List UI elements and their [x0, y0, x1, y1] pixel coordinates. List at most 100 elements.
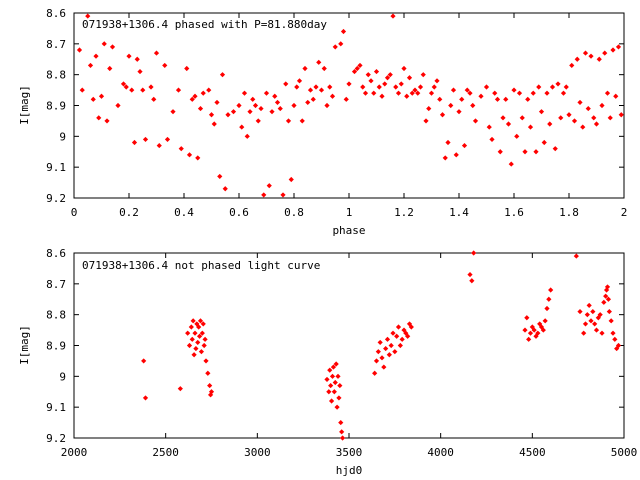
data-point-phased: [137, 68, 143, 75]
data-point-phased: [527, 124, 534, 130]
data-point-phased: [263, 90, 270, 96]
data-point-phased: [420, 72, 426, 78]
data-point-phased: [470, 102, 476, 109]
y-tick-label-unphased: 8.8: [46, 309, 66, 322]
y-tick-label-unphased: 9.2: [46, 432, 66, 445]
data-point-unphased: [177, 386, 183, 392]
data-point-phased: [494, 96, 501, 102]
data-point-phased: [434, 78, 440, 84]
data-point-phased: [486, 124, 492, 130]
data-point-phased: [285, 118, 292, 124]
data-point-unphased: [388, 342, 394, 349]
data-point-phased: [478, 93, 484, 99]
data-point-phased: [225, 112, 231, 118]
data-point-phased: [332, 44, 338, 50]
data-point-phased: [448, 102, 454, 109]
data-point-phased: [417, 84, 424, 90]
data-point-unphased: [394, 333, 400, 339]
x-tick-label-phased: 1.6: [504, 206, 524, 219]
y-axis-label-unphased: I[mag]: [18, 325, 31, 365]
data-point-unphased: [471, 250, 477, 256]
data-point-unphased: [582, 321, 589, 327]
y-tick-label-phased: 9: [59, 130, 66, 143]
data-point-phased: [514, 133, 520, 139]
data-point-phased: [252, 102, 259, 109]
data-point-phased: [382, 81, 388, 87]
data-point-phased: [563, 84, 569, 90]
x-tick-label-unphased: 5000: [611, 446, 638, 459]
data-point-phased: [302, 65, 308, 72]
data-point-unphased: [190, 318, 196, 324]
data-point-unphased: [603, 293, 609, 299]
data-point-phased: [571, 118, 578, 124]
data-point-phased: [373, 68, 380, 75]
data-point-unphased: [197, 318, 204, 324]
data-point-unphased: [200, 321, 206, 327]
data-point-phased: [222, 186, 228, 192]
data-point-phased: [211, 121, 217, 127]
y-tick-label-unphased: 8.9: [46, 340, 66, 353]
axis-ticks-phased: 0 0.2 0.4 0.6 0.8 1 1.2 1.4 1.6 1.8 2 8.6 8.7 8.8 8.9 9…: [46, 7, 627, 219]
y-tick-label-phased: 9.1: [46, 161, 66, 174]
data-point-unphased: [188, 324, 194, 330]
data-point-unphased: [469, 278, 475, 284]
data-point-phased: [153, 50, 160, 56]
data-point-phased: [217, 173, 223, 180]
data-point-phased: [368, 78, 374, 84]
data-point-unphased: [189, 336, 195, 342]
x-tick-label-phased: 1.2: [394, 206, 414, 219]
data-point-phased: [390, 13, 396, 19]
data-point-unphased: [332, 379, 338, 386]
data-point-unphased: [390, 330, 396, 336]
data-point-phased: [415, 90, 421, 96]
data-point-phased: [148, 84, 154, 90]
data-point-phased: [184, 65, 190, 72]
data-point-phased: [533, 149, 539, 155]
data-point-unphased: [544, 305, 550, 312]
data-point-unphased: [195, 339, 201, 346]
data-points-phased: [76, 13, 624, 198]
data-point-phased: [85, 13, 91, 19]
data-point-phased: [208, 112, 215, 118]
data-points-unphased: [141, 250, 622, 441]
data-point-unphased: [537, 321, 543, 327]
x-tick-label-phased: 1: [346, 206, 353, 219]
data-point-unphased: [205, 370, 211, 376]
data-point-unphased: [207, 382, 213, 389]
x-tick-label-unphased: 3000: [244, 446, 271, 459]
data-point-phased: [318, 87, 325, 93]
data-point-unphased: [526, 336, 532, 342]
data-point-unphased: [141, 358, 147, 364]
data-point-phased: [580, 124, 586, 130]
y-tick-label-unphased: 8.6: [46, 247, 66, 260]
data-point-phased: [324, 102, 330, 109]
data-point-phased: [426, 105, 432, 112]
data-point-phased: [327, 84, 333, 90]
data-point-phased: [459, 96, 465, 102]
data-point-phased: [613, 93, 619, 99]
data-point-phased: [90, 96, 96, 102]
data-point-unphased: [593, 327, 600, 333]
x-tick-label-phased: 2: [621, 206, 628, 219]
data-point-unphased: [192, 330, 198, 336]
data-point-unphased: [603, 287, 610, 293]
data-point-phased: [544, 90, 550, 96]
data-point-phased: [131, 139, 138, 146]
x-tick-label-unphased: 2500: [152, 446, 179, 459]
data-point-phased: [307, 87, 314, 93]
data-point-phased: [519, 115, 525, 121]
data-point-phased: [186, 152, 193, 158]
data-point-phased: [313, 84, 319, 90]
data-point-phased: [214, 99, 220, 106]
x-tick-label-phased: 1.4: [449, 206, 469, 219]
data-point-phased: [175, 87, 182, 93]
x-tick-label-phased: 0.4: [174, 206, 194, 219]
data-point-phased: [618, 112, 624, 118]
chart-title-unphased: 071938+1306.4 not phased light curve: [82, 259, 320, 272]
x-tick-label-unphased: 2000: [61, 446, 88, 459]
data-point-phased: [445, 139, 451, 146]
data-point-unphased: [588, 318, 594, 324]
data-point-phased: [483, 84, 490, 90]
data-point-phased: [280, 192, 286, 198]
